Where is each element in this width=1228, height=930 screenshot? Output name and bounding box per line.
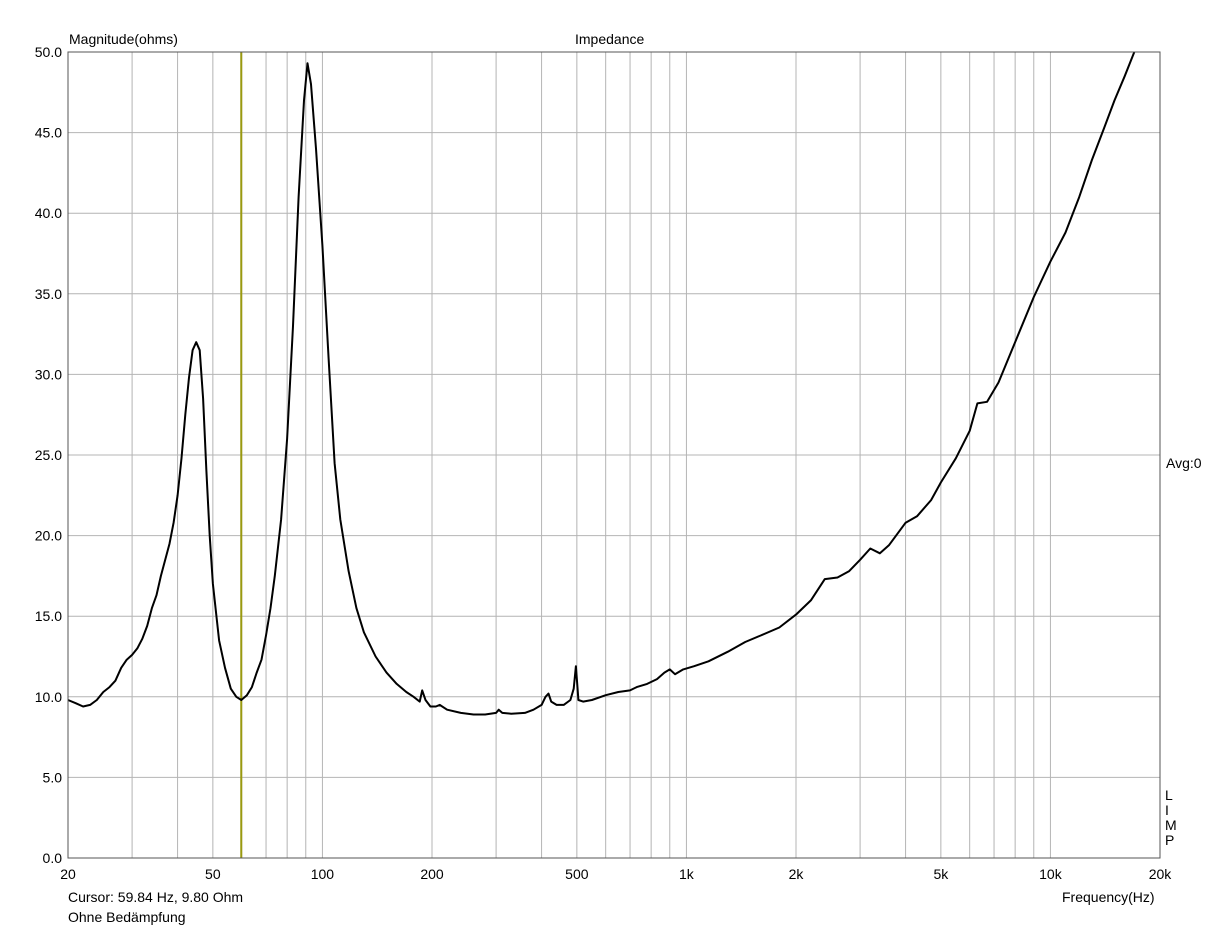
x-tick-label: 100 xyxy=(311,866,335,882)
y-tick-label: 15.0 xyxy=(35,608,62,624)
y-tick-label: 20.0 xyxy=(35,528,62,544)
x-tick-label: 5k xyxy=(933,866,949,882)
y-tick-label: 35.0 xyxy=(35,286,62,302)
y-axis-label: Magnitude(ohms) xyxy=(69,31,178,47)
y-tick-label: 10.0 xyxy=(35,689,62,705)
y-tick-label: 50.0 xyxy=(35,44,62,60)
y-tick-label: 40.0 xyxy=(35,205,62,221)
x-axis-ticks: 20 50 100 200 500 1k 2k 5k 10k 20k xyxy=(60,866,1172,882)
y-axis-ticks: 0.0 5.0 10.0 15.0 20.0 25.0 30.0 35.0 40.0 45.0 50… xyxy=(35,44,62,866)
measurement-note: Ohne Bedämpfung xyxy=(68,909,186,925)
x-tick-label: 10k xyxy=(1039,866,1063,882)
y-tick-label: 5.0 xyxy=(43,769,63,785)
x-tick-label: 500 xyxy=(565,866,589,882)
avg-label: Avg:0 xyxy=(1166,455,1202,471)
y-tick-label: 45.0 xyxy=(35,125,62,141)
grid xyxy=(68,52,1160,858)
x-tick-label: 1k xyxy=(679,866,695,882)
limp-letter: L xyxy=(1165,787,1173,803)
limp-letter: M xyxy=(1165,817,1177,833)
plot-frame xyxy=(67,51,1161,859)
x-tick-label: 20 xyxy=(60,866,76,882)
cursor-readout: Cursor: 59.84 Hz, 9.80 Ohm xyxy=(68,889,244,905)
x-tick-label: 50 xyxy=(205,866,221,882)
limp-label: L I M P xyxy=(1165,788,1177,848)
y-tick-label: 25.0 xyxy=(35,447,62,463)
y-tick-label: 30.0 xyxy=(35,366,62,382)
impedance-series-line xyxy=(67,51,1136,716)
x-tick-label: 20k xyxy=(1149,866,1173,882)
chart-title: Impedance xyxy=(575,31,645,47)
y-tick-label: 0.0 xyxy=(43,850,63,866)
limp-letter: P xyxy=(1165,832,1175,848)
x-tick-label: 2k xyxy=(789,866,805,882)
x-axis-label: Frequency(Hz) xyxy=(1062,889,1155,905)
limp-letter: I xyxy=(1165,802,1169,818)
x-tick-label: 200 xyxy=(420,866,444,882)
